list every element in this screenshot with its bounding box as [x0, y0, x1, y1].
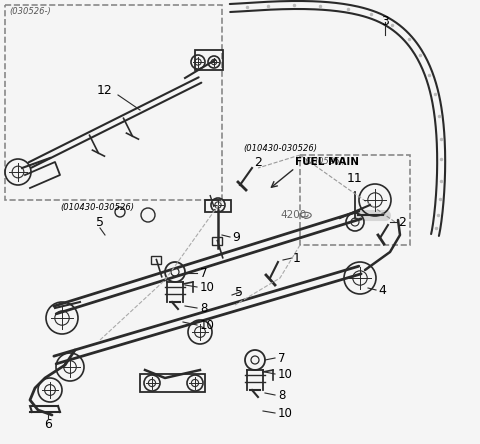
Text: 4: 4: [378, 284, 386, 297]
Text: 10: 10: [278, 368, 293, 381]
Text: 7: 7: [278, 352, 286, 365]
Bar: [300, 155, 410, 245]
Bar: [5, 5, 222, 200]
Text: 6: 6: [44, 418, 52, 431]
Text: 5: 5: [235, 285, 243, 298]
Text: 8: 8: [200, 301, 207, 314]
Text: 7: 7: [200, 266, 207, 280]
Text: 4200: 4200: [280, 210, 306, 220]
Bar: [151, 256, 161, 264]
Text: FUEL MAIN: FUEL MAIN: [295, 157, 359, 167]
Text: 9: 9: [232, 230, 240, 243]
Text: 10: 10: [200, 318, 215, 332]
Text: (030526-): (030526-): [9, 7, 51, 16]
Bar: [195, 50, 223, 70]
Text: 12: 12: [97, 83, 113, 96]
Bar: [140, 374, 205, 392]
Text: 2: 2: [254, 155, 262, 169]
Text: (010430-030526): (010430-030526): [60, 202, 134, 211]
Text: 10: 10: [200, 281, 215, 293]
Text: 10: 10: [278, 407, 293, 420]
Text: (030526-): (030526-): [304, 157, 346, 166]
Text: 8: 8: [278, 388, 286, 401]
Text: 5: 5: [96, 215, 104, 229]
Bar: [212, 237, 222, 245]
Text: 1: 1: [293, 251, 301, 265]
Text: (010430-030526): (010430-030526): [243, 143, 317, 152]
Bar: [205, 200, 231, 212]
Text: 2: 2: [398, 215, 406, 229]
Text: 11: 11: [347, 171, 363, 185]
Text: 3: 3: [381, 15, 389, 28]
